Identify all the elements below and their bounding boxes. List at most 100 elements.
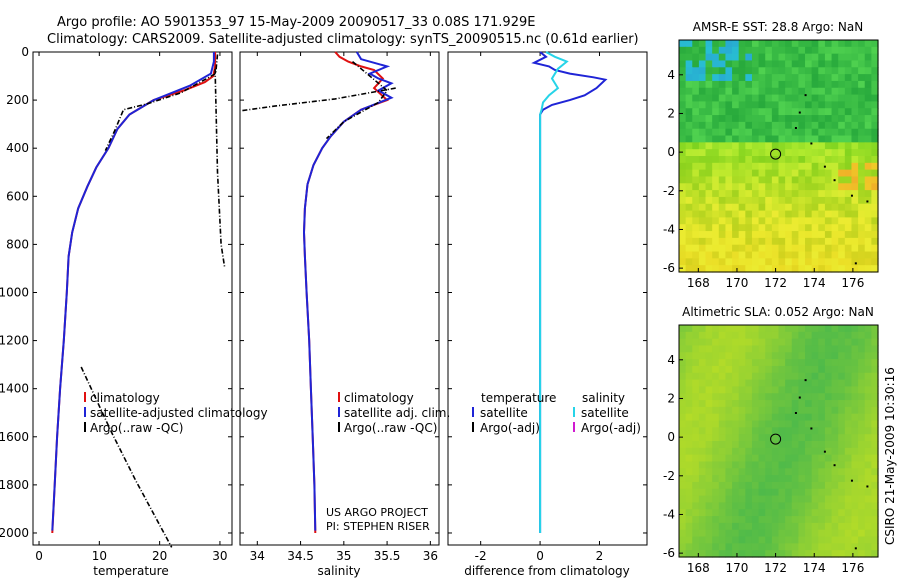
altimetric-sla-map-cell [785, 516, 793, 524]
altimetric-sla-map-cell [751, 406, 760, 415]
amsr-sst-map-cell [871, 115, 879, 123]
altimetric-sla-map-cell [838, 495, 846, 504]
amsr-sst-map-cell [871, 224, 879, 232]
amsr-sst-map-cell [705, 135, 713, 143]
amsr-sst-map-cell [871, 94, 879, 103]
altimetric-sla-map-cell [831, 331, 839, 340]
amsr-sst-map-cell [805, 40, 813, 48]
altimetric-sla-map-cell [838, 365, 846, 374]
amsr-sst-map-cell [745, 101, 753, 109]
altimetric-sla-map-cell [712, 379, 720, 388]
altimetric-sla-map-cell [858, 352, 866, 360]
amsr-sst-map-cell [798, 74, 806, 82]
amsr-sst-map-cell [844, 135, 853, 143]
amsr-sst-map-cell [851, 162, 859, 171]
altimetric-sla-map-cell [758, 386, 766, 394]
altimetric-sla-map-cell [811, 325, 819, 333]
amsr-sst-map-cell [858, 244, 866, 253]
amsr-sst-map-cell [751, 265, 760, 273]
altimetric-sla-map-cell [745, 393, 753, 401]
amsr-sst-map-cell [818, 60, 826, 68]
altimetric-sla-map-cell [791, 372, 799, 381]
amsr-sst-map-cell [698, 258, 707, 266]
altimetric-sla-map-cell [705, 420, 713, 428]
amsr-sst-map-cell [685, 217, 693, 225]
amsr-sst-map-cell [765, 258, 773, 266]
amsr-sst-map-cell [692, 53, 700, 62]
amsr-sst-map-cell [745, 53, 753, 62]
altimetric-sla-map-cell [871, 522, 879, 531]
amsr-sst-map-cell [838, 224, 846, 232]
amsr-sst-map-cell [738, 74, 746, 82]
altimetric-sla-map-cell [751, 516, 760, 524]
altimetric-sla-map-cell [771, 475, 780, 483]
amsr-sst-map-cell [798, 176, 806, 184]
altimetric-sla-map-cell [738, 420, 746, 428]
amsr-sst-map-cell [725, 135, 733, 143]
amsr-sst-map-cell [725, 149, 733, 157]
altimetric-sla-map-cell [698, 331, 707, 340]
altimetric-sla-map-cell [798, 441, 806, 449]
altimetric-sla-map-cell [751, 488, 760, 497]
altimetric-sla-map-cell [851, 516, 859, 524]
amsr-sst-map-cell [838, 176, 846, 184]
amsr-sst-map-cell [692, 217, 700, 225]
altimetric-sla-map-cell [811, 441, 819, 449]
amsr-sst-map-cell [851, 258, 859, 266]
amsr-sst-map-cell [838, 74, 846, 82]
altimetric-sla-map-cell [712, 495, 720, 504]
altimetric-sla-map-cell [685, 495, 693, 504]
altimetric-sla-map-cell [871, 447, 879, 456]
amsr-sst-map-cell [718, 190, 727, 198]
altimetric-sla-map-cell [778, 516, 786, 524]
altimetric-sla-map-cell [732, 509, 740, 517]
altimetric-sla-map-ytick-label-2: 0 [667, 430, 675, 444]
altimetric-sla-map-cell [758, 522, 766, 531]
amsr-sst-map-cell [831, 115, 839, 123]
amsr-sst-map-cell [698, 60, 707, 68]
altimetric-sla-map-cell [851, 393, 859, 401]
altimetric-sla-map-cell [771, 543, 780, 551]
altimetric-sla-map-cell [685, 516, 693, 524]
amsr-sst-map-cell [698, 176, 707, 184]
amsr-sst-map-cell [705, 94, 713, 103]
altimetric-sla-map-cell [732, 481, 740, 490]
amsr-sst-map-cell [758, 101, 766, 109]
amsr-sst-map-cell [818, 101, 826, 109]
amsr-sst-map-cell [758, 135, 766, 143]
altimetric-sla-map-cell [718, 338, 727, 347]
altimetric-sla-map-cell [778, 441, 786, 449]
amsr-sst-map-cell [858, 217, 866, 225]
altimetric-sla-map-cell [778, 325, 786, 333]
altimetric-sla-map-cell [831, 427, 839, 435]
altimetric-sla-map-cell [765, 365, 773, 374]
amsr-sst-map-cell [798, 217, 806, 225]
amsr-sst-map-cell [798, 115, 806, 123]
altimetric-sla-map-cell [758, 495, 766, 504]
altimetric-sla-map-cell [758, 441, 766, 449]
amsr-sst-map-cell [685, 169, 693, 178]
altimetric-sla-map-cell [778, 481, 786, 490]
altimetric-sla-map-cell [844, 481, 853, 490]
amsr-sst-map-cell [818, 149, 826, 157]
amsr-sst-map-cell [824, 74, 833, 82]
amsr-sst-map-cell [805, 142, 813, 150]
altimetric-sla-map-cell [811, 427, 819, 435]
amsr-sst-map-cell [864, 87, 872, 96]
amsr-sst-map-cell [838, 258, 846, 266]
amsr-sst-map-cell [771, 46, 780, 55]
amsr-sst-map-cell [791, 190, 799, 198]
amsr-sst-map-cell [705, 60, 713, 68]
amsr-sst-map-cell [791, 121, 799, 130]
amsr-sst-map-island-dot [866, 200, 869, 203]
altimetric-sla-map-cell [745, 372, 753, 381]
amsr-sst-map-cell [765, 40, 773, 48]
altimetric-sla-map-cell [838, 516, 846, 524]
amsr-sst-map-cell [738, 244, 746, 253]
amsr-sst-map-cell [765, 94, 773, 103]
altimetric-sla-map-cell [858, 447, 866, 456]
amsr-sst-map-cell [771, 169, 780, 178]
altimetric-sla-map-cell [851, 400, 859, 408]
altimetric-sla-map-cell [685, 475, 693, 483]
altimetric-sla-map-cell [712, 488, 720, 497]
